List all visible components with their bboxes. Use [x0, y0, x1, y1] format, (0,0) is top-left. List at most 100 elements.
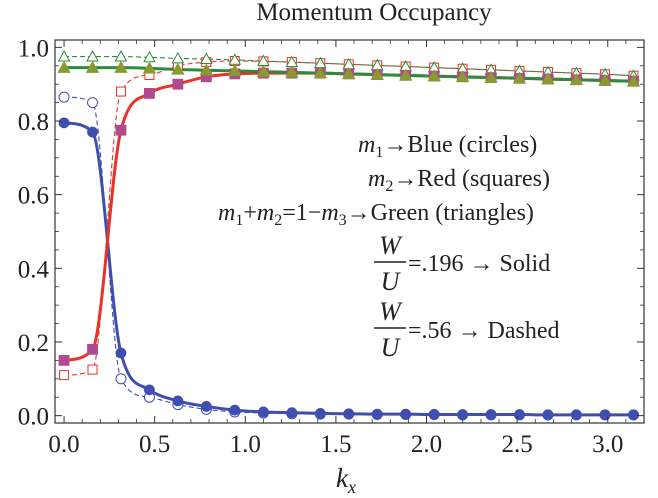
legend-m3-mid: =1− — [282, 200, 321, 226]
legend-m3-csub: 3 — [339, 212, 347, 229]
series-line-m1-solid — [63, 121, 634, 417]
data-point-m3-dashed-2 — [114, 50, 128, 62]
data-point-m2-solid-1 — [87, 343, 98, 355]
x-tick-label: 2.5 — [502, 431, 533, 458]
x-tick-label: 1.5 — [320, 431, 351, 458]
y-tick-label: 0.0 — [18, 404, 49, 431]
data-point-m2-solid-3 — [144, 87, 155, 99]
data-point-m3-solid-0 — [57, 60, 71, 73]
data-point-m1-dashed-1 — [87, 97, 99, 109]
data-point-m3-solid-4 — [171, 62, 185, 75]
data-point-m3-solid-5 — [199, 63, 214, 76]
legend-m2-var: m — [368, 166, 385, 192]
data-point-m1-solid-13 — [428, 409, 440, 420]
legend-frac1-den: U — [381, 267, 402, 296]
legend-frac2-num: W — [379, 297, 403, 326]
legend-m1-sub: 1 — [375, 144, 383, 161]
legend-line-m2: m2→Red (squares) — [368, 166, 550, 195]
data-point-m3-solid-11 — [370, 67, 384, 80]
data-point-m1-solid-12 — [400, 408, 412, 420]
data-point-m1-solid-5 — [200, 401, 212, 412]
legend-m1-var: m — [358, 132, 375, 158]
data-point-m3-solid-19 — [598, 73, 612, 86]
data-point-m1-solid-19 — [599, 409, 611, 421]
data-point-m3-solid-7 — [256, 64, 271, 77]
data-point-m1-solid-17 — [542, 409, 554, 421]
data-point-m3-solid-3 — [142, 61, 157, 74]
legend-m3-a: m — [218, 200, 235, 226]
data-point-m1-solid-1 — [87, 126, 98, 138]
axis-ticks — [55, 40, 644, 423]
data-point-m1-solid-16 — [514, 409, 525, 420]
data-point-m3-solid-1 — [85, 60, 100, 73]
data-point-m3-dashed-4 — [171, 51, 185, 64]
legend-m2-sub: 2 — [385, 178, 393, 195]
data-point-m1-solid-15 — [485, 409, 497, 420]
data-point-m1-solid-18 — [571, 409, 582, 421]
data-point-m2-dashed-2 — [115, 86, 126, 97]
data-point-m1-solid-10 — [343, 408, 355, 420]
chart-title: Momentum Occupancy — [256, 0, 492, 26]
legend-frac2-text: =.56 → Dashed — [408, 318, 560, 344]
legend-frac1-text: =.196 → Solid — [408, 251, 550, 277]
y-tick-labels: 0.0 0.2 0.4 0.6 0.8 1.0 — [18, 35, 50, 430]
legend-annotation: m1→Blue (circles) m2→Red (squares) m1+m2… — [218, 132, 560, 362]
legend-m3-text: →Green (triangles) — [347, 200, 534, 226]
y-tick-label: 0.2 — [18, 330, 49, 357]
data-point-m3-solid-20 — [626, 74, 641, 87]
data-point-m2-solid-2 — [115, 124, 127, 136]
legend-line-m3: m1+m2=1−m3→Green (triangles) — [218, 200, 534, 229]
data-point-m1-solid-3 — [144, 384, 155, 396]
legend-m3-plus: + — [243, 200, 257, 226]
legend-line-m1: m1→Blue (circles) — [358, 132, 537, 161]
x-axis-label-sub: x — [347, 477, 356, 497]
plot-lines — [63, 56, 634, 417]
data-point-m1-solid-4 — [172, 395, 184, 407]
data-point-m1-dashed-0 — [58, 91, 70, 103]
y-tick-label: 1.0 — [18, 35, 49, 62]
y-tick-label: 0.6 — [18, 183, 49, 210]
x-tick-label: 0.0 — [48, 431, 79, 458]
data-point-m3-solid-2 — [114, 60, 128, 73]
legend-m3-c: m — [321, 200, 338, 226]
data-point-m1-solid-2 — [115, 347, 127, 359]
legend-m3-asub: 1 — [235, 212, 243, 229]
data-point-m2-dashed-1 — [87, 364, 98, 375]
data-point-m1-solid-20 — [628, 409, 639, 421]
legend-m2-text: →Red (squares) — [393, 166, 550, 192]
x-axis-label: kx — [336, 463, 356, 497]
data-point-m3-solid-10 — [342, 67, 356, 80]
x-tick-labels: 0.0 0.5 1.0 1.5 2.0 2.5 3.0 — [48, 431, 623, 458]
data-point-m1-solid-6 — [229, 404, 241, 416]
legend-frac2-den: U — [381, 333, 402, 362]
data-point-m2-dashed-0 — [59, 370, 70, 381]
data-point-m1-solid-8 — [286, 407, 298, 419]
data-point-m3-solid-15 — [484, 70, 498, 83]
data-point-m1-solid-14 — [457, 409, 468, 420]
data-point-m3-solid-13 — [427, 69, 441, 82]
data-point-m1-solid-9 — [314, 408, 326, 419]
legend-m3-b: m — [257, 200, 274, 226]
data-point-m3-solid-12 — [399, 68, 413, 81]
legend-frac1-num: W — [379, 231, 403, 260]
data-point-m3-solid-9 — [313, 66, 328, 79]
x-tick-label: 2.0 — [411, 431, 442, 458]
data-point-m3-solid-8 — [285, 65, 299, 78]
data-point-m2-solid-4 — [172, 78, 184, 90]
plot-markers — [57, 50, 641, 421]
data-point-m1-solid-0 — [58, 117, 70, 129]
x-tick-label: 0.5 — [139, 431, 170, 458]
data-point-m3-solid-16 — [512, 71, 527, 84]
data-point-m1-dashed-2 — [115, 373, 127, 385]
x-axis-label-main: k — [336, 463, 349, 493]
data-point-m3-solid-6 — [228, 64, 242, 77]
data-point-m1-solid-11 — [371, 408, 383, 420]
data-point-m3-solid-18 — [569, 72, 584, 85]
data-point-m1-solid-7 — [258, 406, 269, 418]
data-point-m3-solid-14 — [455, 70, 470, 83]
data-point-m2-solid-0 — [58, 354, 70, 366]
y-tick-label: 0.4 — [18, 256, 50, 283]
legend-m3-bsub: 2 — [274, 212, 282, 229]
data-point-m3-solid-17 — [541, 72, 555, 85]
